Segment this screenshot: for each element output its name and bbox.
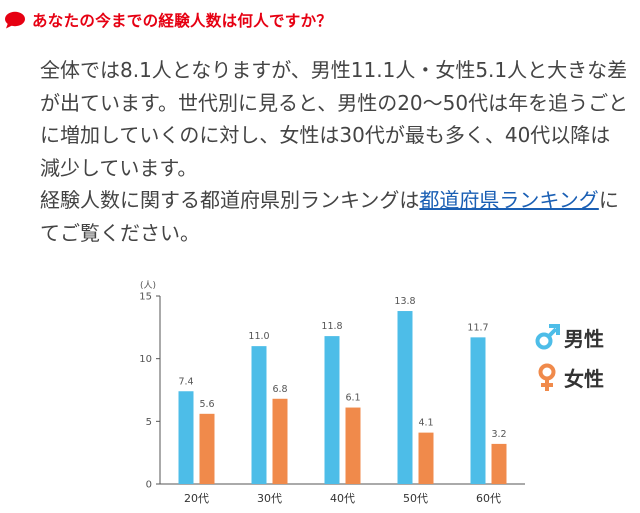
x-tick-label: 50代 xyxy=(403,492,428,505)
description-paragraph: 全体では8.1人となりますが、男性11.1人・女性5.1人と大きな差が出ています… xyxy=(40,54,630,249)
data-label: 6.8 xyxy=(272,384,287,395)
data-label: 11.0 xyxy=(248,331,269,342)
legend-label-male: 男性 xyxy=(564,326,604,351)
y-tick-label: 5 xyxy=(146,417,152,428)
question-heading: あなたの今までの経験人数は何人ですか？ xyxy=(4,8,332,32)
ranking-text: 経験人数に関する都道府県別ランキングは xyxy=(40,188,420,212)
x-tick-label: 30代 xyxy=(257,492,282,505)
bar-male xyxy=(251,346,267,484)
x-tick-label: 40代 xyxy=(330,492,355,505)
ranking-text-suffix: にてご覧ください。 xyxy=(40,188,619,245)
bar-female xyxy=(491,443,507,484)
y-unit-label: (人) xyxy=(140,280,156,291)
bar-female xyxy=(199,413,215,484)
y-tick-label: 15 xyxy=(139,292,152,303)
y-tick-label: 0 xyxy=(146,480,152,491)
bar-male xyxy=(397,311,413,484)
bar-female xyxy=(345,407,361,484)
heading-text: あなたの今までの経験人数は何人ですか？ xyxy=(32,12,333,30)
experience-count-chart: (人) 0 5 10 15 7.4 5.6 20代 11.0 6.8 30代 11.8 6.1 40代 13… xyxy=(0,276,640,509)
data-label: 11.8 xyxy=(321,321,342,332)
bar-female xyxy=(418,432,434,484)
chart-legend: 男性 女性 xyxy=(534,320,634,400)
data-label: 7.4 xyxy=(178,376,193,387)
bar-female xyxy=(272,398,288,484)
data-label: 13.8 xyxy=(394,296,415,307)
data-label: 5.6 xyxy=(199,399,214,410)
bar-chart: (人) 0 5 10 15 7.4 5.6 20代 11.0 6.8 30代 11.8 6.1 40代 13… xyxy=(139,280,525,505)
legend-item-female: 女性 xyxy=(534,360,634,394)
bar-male xyxy=(470,337,486,484)
data-label: 6.1 xyxy=(345,393,360,404)
data-label: 3.2 xyxy=(491,429,506,440)
bar-male xyxy=(178,391,194,484)
data-label: 4.1 xyxy=(418,418,433,429)
legend-item-male: 男性 xyxy=(534,320,634,354)
legend-label-female: 女性 xyxy=(564,366,604,391)
description-text: 全体では8.1人となりますが、男性11.1人・女性5.1人と大きな差が出ています… xyxy=(40,58,629,180)
y-tick-label: 10 xyxy=(139,354,152,365)
prefecture-ranking-link[interactable]: 都道府県ランキング xyxy=(419,188,599,212)
speech-bubble-icon xyxy=(5,11,25,29)
male-symbol-icon xyxy=(535,324,560,350)
x-tick-label: 20代 xyxy=(184,492,209,505)
bar-male xyxy=(324,336,340,484)
data-label: 11.7 xyxy=(467,322,488,333)
female-symbol-icon xyxy=(538,363,556,391)
x-tick-label: 60代 xyxy=(476,492,501,505)
